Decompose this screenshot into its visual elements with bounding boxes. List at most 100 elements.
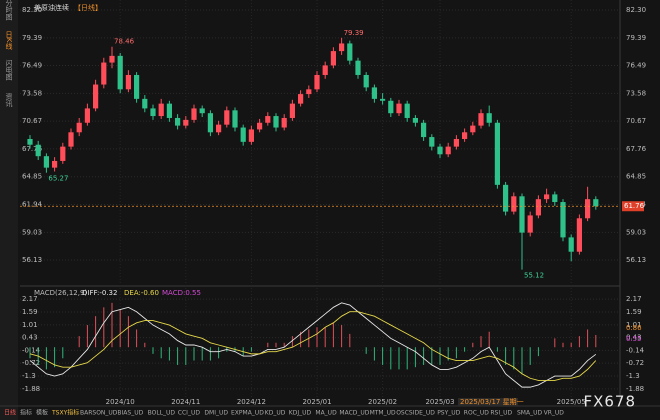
candle-body bbox=[175, 117, 181, 126]
y-tick-label: 1.59 bbox=[626, 308, 642, 316]
candle-body bbox=[224, 110, 230, 125]
extreme-label: 78.46 bbox=[114, 38, 135, 46]
sidebar-tab[interactable]: 资讯 bbox=[5, 92, 13, 108]
candle-body bbox=[125, 74, 131, 90]
y-tick-label: 79.39 bbox=[22, 34, 42, 42]
candle-body bbox=[52, 160, 58, 168]
candle-body bbox=[158, 103, 164, 117]
last-price-tag bbox=[622, 201, 644, 212]
tab[interactable]: CCI_UD bbox=[178, 410, 201, 417]
candle-body bbox=[257, 122, 263, 130]
candle-body bbox=[462, 132, 468, 139]
macd-line bbox=[29, 311, 597, 381]
candle-body bbox=[35, 144, 41, 157]
candle-body bbox=[371, 87, 377, 99]
y-tick-label: -1.88 bbox=[22, 385, 40, 393]
candle-body bbox=[265, 116, 271, 123]
y-tick-label: 70.67 bbox=[626, 117, 646, 125]
tab[interactable]: 模板 bbox=[36, 409, 48, 417]
candle-body bbox=[339, 43, 345, 52]
y-tick-label: 76.49 bbox=[22, 62, 42, 70]
sidebar-tab[interactable]: 分时图 bbox=[5, 0, 13, 22]
extreme-label: 79.39 bbox=[344, 29, 364, 37]
candle-body bbox=[552, 194, 558, 203]
tab[interactable]: DMI_UD bbox=[204, 410, 228, 417]
legend-entry: DIFF:-0.32 bbox=[82, 289, 117, 297]
candle-body bbox=[93, 84, 99, 109]
x-tick-label: 2024/10 bbox=[106, 398, 135, 406]
candle-body bbox=[248, 129, 254, 142]
tab[interactable]: KDJ_UD bbox=[289, 410, 312, 417]
candle-body bbox=[330, 51, 336, 66]
candle-body bbox=[453, 138, 459, 147]
sidebar-tab[interactable]: 闪电图 bbox=[5, 59, 13, 82]
tab[interactable]: PSY_UD bbox=[437, 410, 460, 417]
tab[interactable]: SMA_UD bbox=[517, 410, 542, 417]
candle-body bbox=[289, 103, 295, 118]
candle-body bbox=[232, 110, 238, 128]
y-tick-label: 59.03 bbox=[626, 228, 646, 236]
y-tick-label: 61.94 bbox=[22, 201, 43, 209]
tab[interactable]: MA_UD bbox=[315, 410, 337, 417]
legend-entry: MACD:0.55 bbox=[162, 289, 201, 297]
y-tick-label: 1.01 bbox=[626, 321, 642, 329]
candle-body bbox=[470, 125, 476, 133]
tab[interactable]: 指标 bbox=[20, 409, 32, 417]
sidebar-tab[interactable]: 日K线 bbox=[5, 31, 13, 50]
extreme-label: 65.27 bbox=[48, 175, 68, 183]
tab[interactable]: ROC_UD bbox=[464, 410, 489, 417]
chart-title: 美原油连续 bbox=[34, 3, 69, 12]
candle-body bbox=[298, 94, 304, 104]
x-tick-label: 2025/02 bbox=[368, 398, 397, 406]
candle-body bbox=[355, 60, 361, 75]
candle-body bbox=[117, 55, 123, 90]
candle-body bbox=[535, 199, 541, 216]
tab[interactable]: RSI_UD bbox=[490, 410, 512, 417]
tab[interactable]: BIAS_UD bbox=[117, 410, 143, 417]
candle-body bbox=[322, 65, 328, 75]
candle-body bbox=[363, 74, 369, 88]
candle-body bbox=[76, 122, 82, 133]
y-tick-label: 64.85 bbox=[22, 173, 42, 181]
y-tick-label: -0.14 bbox=[22, 346, 41, 354]
candle-body bbox=[486, 113, 492, 123]
tab[interactable]: 日线 bbox=[4, 409, 16, 417]
candle-body bbox=[207, 113, 213, 133]
candle-body bbox=[191, 108, 197, 120]
candle-body bbox=[404, 103, 410, 118]
tab[interactable]: TSXY指标 bbox=[51, 409, 79, 417]
x-tick-label: 2025/01 bbox=[302, 398, 331, 406]
x-tick-label: 2024/11 bbox=[171, 398, 200, 406]
tab[interactable]: BOLL_UD bbox=[148, 410, 176, 417]
candle-body bbox=[437, 146, 443, 155]
candle-body bbox=[445, 146, 451, 155]
x-tick-label: 2024/12 bbox=[237, 398, 266, 406]
candle-body bbox=[134, 74, 140, 99]
candle-body bbox=[568, 237, 574, 252]
candle-body bbox=[503, 184, 509, 212]
y-tick-label: 79.39 bbox=[626, 34, 646, 42]
macd-tag: 0.86 bbox=[626, 324, 642, 332]
y-tick-label: 73.58 bbox=[22, 89, 42, 97]
tab[interactable]: MACD_UD bbox=[339, 410, 369, 417]
candle-body bbox=[527, 215, 533, 233]
tab[interactable]: EXPMA_UD bbox=[231, 410, 264, 417]
tab[interactable]: BARSON_UD bbox=[80, 410, 118, 417]
y-tick-label: 67.76 bbox=[626, 145, 647, 153]
candle-body bbox=[388, 100, 394, 114]
y-tick-label: 2.17 bbox=[22, 295, 38, 303]
y-tick-label: -0.72 bbox=[626, 359, 644, 367]
candle-body bbox=[216, 124, 222, 133]
y-tick-label: 64.85 bbox=[626, 173, 646, 181]
tab[interactable]: MTM_UD bbox=[370, 410, 396, 417]
y-tick-label: 76.49 bbox=[626, 62, 646, 70]
chart-period: 【日线】 bbox=[74, 3, 102, 12]
macd-tag: 0.55 bbox=[626, 335, 642, 343]
candle-body bbox=[240, 127, 246, 142]
candle-body bbox=[60, 146, 66, 161]
tab[interactable]: OSCSIDE_UD bbox=[396, 410, 435, 417]
tab[interactable]: KD_UD bbox=[265, 410, 286, 417]
tab[interactable]: VR_UD bbox=[544, 410, 565, 417]
y-tick-label: 67.76 bbox=[22, 145, 43, 153]
